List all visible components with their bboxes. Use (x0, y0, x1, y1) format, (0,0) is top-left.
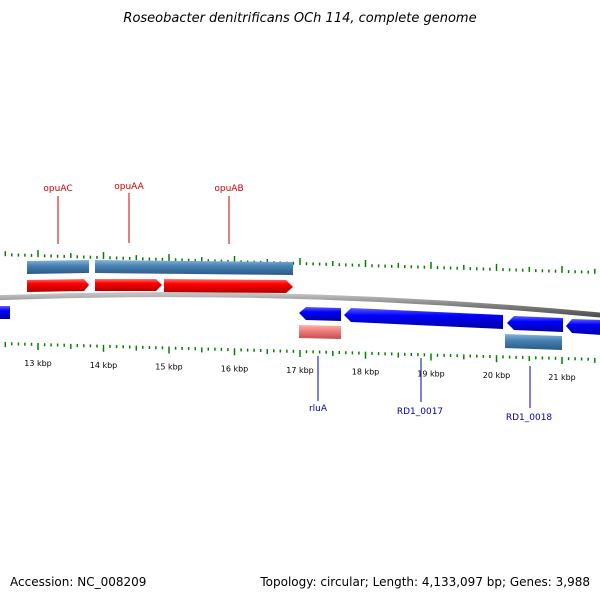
gene-arrow[interactable] (344, 308, 503, 329)
gene-label-rd1-0017[interactable]: RD1_0017 (397, 407, 443, 417)
gene-arrow[interactable] (164, 279, 293, 293)
gene-arrow[interactable] (27, 279, 89, 292)
gene-arrow[interactable] (299, 307, 341, 321)
gene-arrow[interactable] (566, 319, 600, 335)
genome-info-text: Topology: circular; Length: 4,133,097 bp… (259, 575, 590, 589)
kbp-tick-label: 19 kbp (417, 370, 445, 379)
gene-label-opuaa[interactable]: opuAA (114, 182, 144, 192)
reverse-gene-track (0, 306, 600, 335)
kbp-tick-label: 13 kbp (24, 359, 52, 368)
kbp-tick-label: 15 kbp (155, 363, 183, 372)
kbp-tick-label: 14 kbp (90, 361, 118, 370)
gene-arrow[interactable] (0, 306, 10, 319)
reverse-feature-track (299, 325, 562, 350)
forward-cds-track (27, 260, 293, 275)
kbp-tick-label: 17 kbp (286, 366, 314, 375)
gene-arrow[interactable] (507, 316, 563, 332)
forward-gene-track (27, 279, 293, 293)
map-title: Roseobacter denitrificans OCh 114, compl… (123, 11, 476, 26)
rna-bar[interactable] (299, 325, 341, 339)
cds-bar (27, 260, 89, 274)
gene-label-rd1-0018[interactable]: RD1_0018 (506, 413, 553, 423)
forward-gene-labels: opuAC opuAA opuAB (43, 182, 244, 244)
reverse-gene-labels: rluA RD1_0017 RD1_0018 (309, 356, 552, 423)
kbp-tick-label: 16 kbp (221, 364, 249, 373)
cds-bar[interactable] (505, 334, 562, 350)
gene-label-opuac[interactable]: opuAC (43, 184, 72, 194)
gene-label-rlua[interactable]: rluA (309, 404, 328, 414)
gene-arrow[interactable] (95, 279, 162, 291)
kbp-tick-label: 20 kbp (483, 371, 511, 380)
accession-text: Accession: NC_008209 (10, 575, 146, 589)
tick-labels: 13 kbp 14 kbp 15 kbp 16 kbp 17 kbp 18 kbp 19 k… (24, 359, 576, 382)
cds-bar (95, 260, 293, 275)
kbp-tick-label: 21 kbp (548, 373, 576, 382)
gene-label-opuab[interactable]: opuAB (214, 184, 243, 194)
genome-backbone (0, 292, 600, 318)
kbp-tick-label: 18 kbp (352, 368, 380, 377)
